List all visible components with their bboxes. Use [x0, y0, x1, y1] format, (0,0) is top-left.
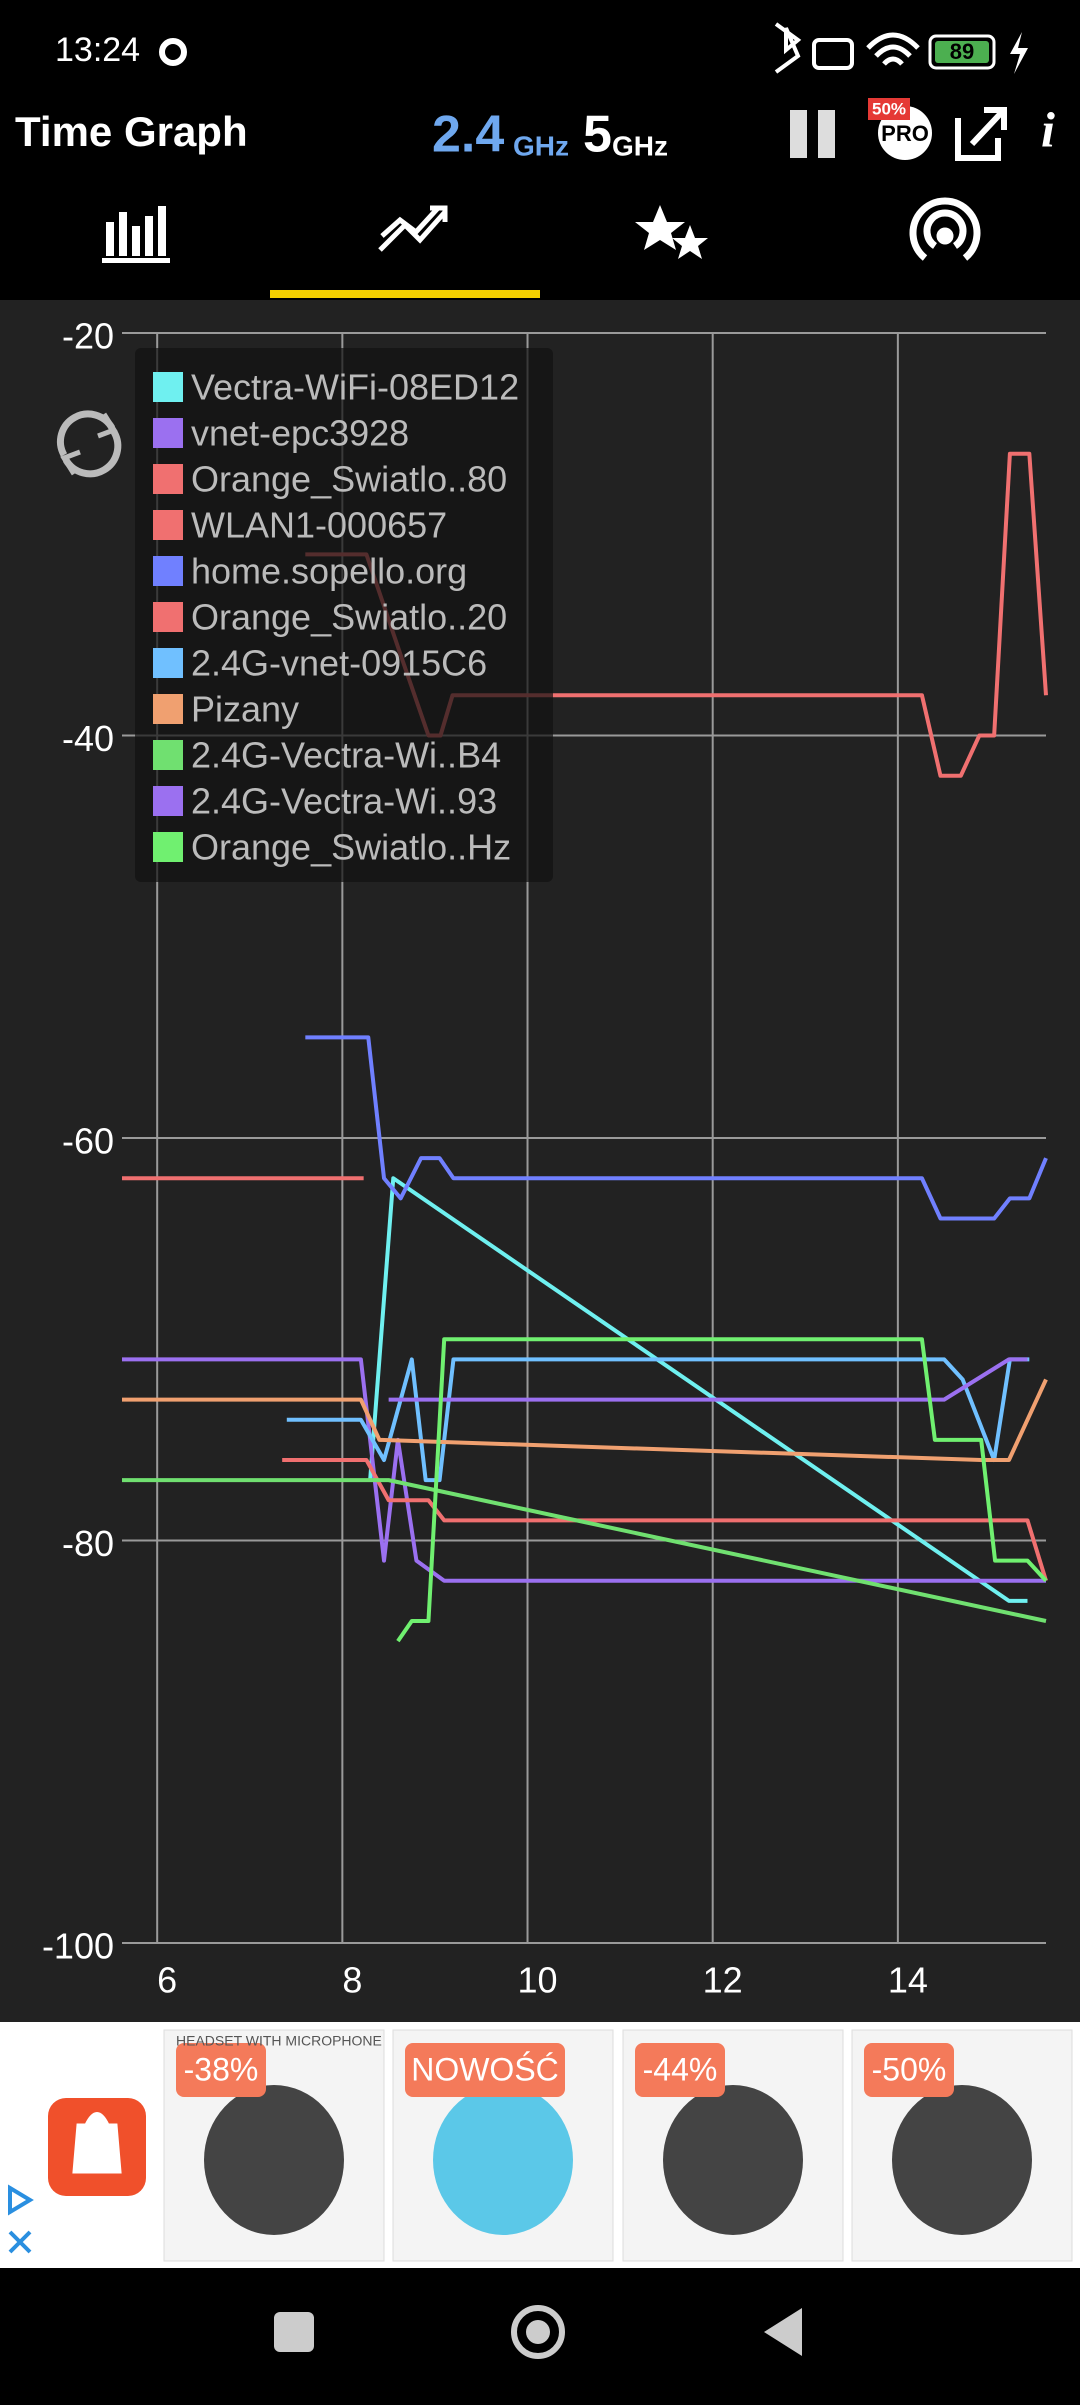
- nav-home[interactable]: [511, 2305, 565, 2359]
- legend-label: Pizany: [191, 689, 299, 730]
- shop-bag: [72, 2112, 122, 2174]
- legend-label: home.sopello.org: [191, 551, 467, 592]
- legend-label: Orange_Swiatlo..80: [191, 459, 507, 500]
- x-tick-label: 8: [342, 1960, 362, 2001]
- tab-channels[interactable]: [102, 206, 170, 263]
- ad-tag: -38%: [184, 2051, 259, 2087]
- tab-indicator: [270, 290, 540, 298]
- ad-tag-bg: [635, 2043, 725, 2097]
- ad-tag: -50%: [872, 2051, 947, 2087]
- legend-label: WLAN1-000657: [191, 505, 447, 546]
- tab-access-points[interactable]: [909, 197, 981, 261]
- series-line: [282, 1458, 1048, 1582]
- band-5[interactable]: 5: [583, 106, 612, 164]
- ad-product: [663, 2085, 803, 2235]
- pause-bar: [818, 110, 835, 158]
- pause-bar: [790, 110, 807, 158]
- tab-rating[interactable]: [635, 205, 708, 259]
- ad-product: [204, 2085, 344, 2235]
- ad-tag-bg: [864, 2043, 954, 2097]
- legend-swatch: [153, 648, 183, 678]
- share-button[interactable]: [955, 107, 1007, 161]
- legend-swatch: [153, 418, 183, 448]
- series-line: [305, 1035, 1048, 1221]
- ad-headline: HEADSET WITH MICROPHONE: [176, 2033, 382, 2049]
- nav-recents[interactable]: [274, 2312, 314, 2352]
- legend-swatch: [153, 694, 183, 724]
- pro-label: PRO: [881, 121, 929, 146]
- y-tick-label: -80: [62, 1523, 114, 1564]
- legend-label: Orange_Swiatlo..Hz: [191, 827, 511, 868]
- band-24-unit[interactable]: GHz: [513, 130, 569, 161]
- legend-swatch: [153, 740, 183, 770]
- series-line: [286, 1357, 1030, 1483]
- battery-level: [935, 41, 989, 63]
- battery-text: 89: [950, 39, 974, 64]
- legend-swatch: [153, 556, 183, 586]
- legend-label: 2.4G-vnet-0915C6: [191, 643, 487, 684]
- pro-sale: 50%: [872, 99, 906, 118]
- series-line: [368, 1176, 1028, 1603]
- y-tick-label: -20: [62, 316, 114, 357]
- series-line: [122, 1378, 1048, 1462]
- bluetooth-icon: [774, 22, 802, 74]
- tab-time-graph[interactable]: [378, 205, 448, 252]
- y-tick-label: -60: [62, 1121, 114, 1162]
- nav-back[interactable]: [764, 2308, 802, 2356]
- x-tick-label: 6: [157, 1960, 177, 2001]
- y-tick-label: -40: [62, 718, 114, 759]
- nav-home-dot: [526, 2320, 550, 2344]
- legend-swatch: [153, 786, 183, 816]
- x-tick-label: 12: [703, 1960, 743, 2001]
- legend-label: Vectra-WiFi-08ED12: [191, 367, 519, 408]
- pro-sale-bg: [868, 98, 910, 120]
- legend-label: Orange_Swiatlo..20: [191, 597, 507, 638]
- legend-swatch: [153, 510, 183, 540]
- band-24[interactable]: 2.4: [432, 106, 504, 164]
- tab-bar: [102, 197, 981, 298]
- app-title: Time Graph: [15, 108, 248, 155]
- reset-zoom[interactable]: [56, 410, 122, 478]
- sim-icon: [812, 38, 854, 70]
- charging-icon: [1010, 32, 1028, 74]
- clock: 13:24: [55, 31, 140, 69]
- legend-swatch: [153, 832, 183, 862]
- legend: Vectra-WiFi-08ED12 vnet-epc3928 Orange_Swi…: [153, 367, 519, 868]
- ad-tag: -44%: [643, 2051, 718, 2087]
- ad-product: [433, 2085, 573, 2235]
- battery-outline: [928, 34, 996, 70]
- ad-close[interactable]: [8, 2230, 32, 2254]
- series-line: [396, 1337, 1048, 1643]
- band-5-unit[interactable]: GHz: [612, 130, 668, 161]
- plot-lines: [122, 451, 1048, 1643]
- legend-box: [135, 348, 553, 882]
- ad-products: -38% NOWOŚĆ -44% -50% HEADSET WITH MICROPHON…: [163, 2029, 1073, 2262]
- wifi-icon: [866, 32, 920, 66]
- ad-product: [892, 2085, 1032, 2235]
- ad-tag-bg: [176, 2043, 266, 2097]
- legend-swatch: [153, 464, 183, 494]
- settings-icon: [159, 38, 187, 66]
- x-tick-label: 14: [888, 1960, 928, 2001]
- legend-label: 2.4G-Vectra-Wi..B4: [191, 735, 501, 776]
- series-line: [122, 1478, 1047, 1623]
- ad-tag: NOWOŚĆ: [411, 2051, 559, 2087]
- y-tick-label: -100: [42, 1926, 114, 1967]
- info-button[interactable]: i: [1041, 101, 1055, 157]
- pause-button[interactable]: [790, 110, 835, 158]
- legend-swatch: [153, 602, 183, 632]
- legend-label: vnet-epc3928: [191, 413, 409, 454]
- series-line: [388, 1357, 1028, 1402]
- legend-label: 2.4G-Vectra-Wi..93: [191, 781, 497, 822]
- ad-choices[interactable]: [8, 2184, 34, 2216]
- ad-tag-bg: [405, 2043, 565, 2097]
- legend-swatch: [153, 372, 183, 402]
- x-tick-label: 10: [517, 1960, 557, 2001]
